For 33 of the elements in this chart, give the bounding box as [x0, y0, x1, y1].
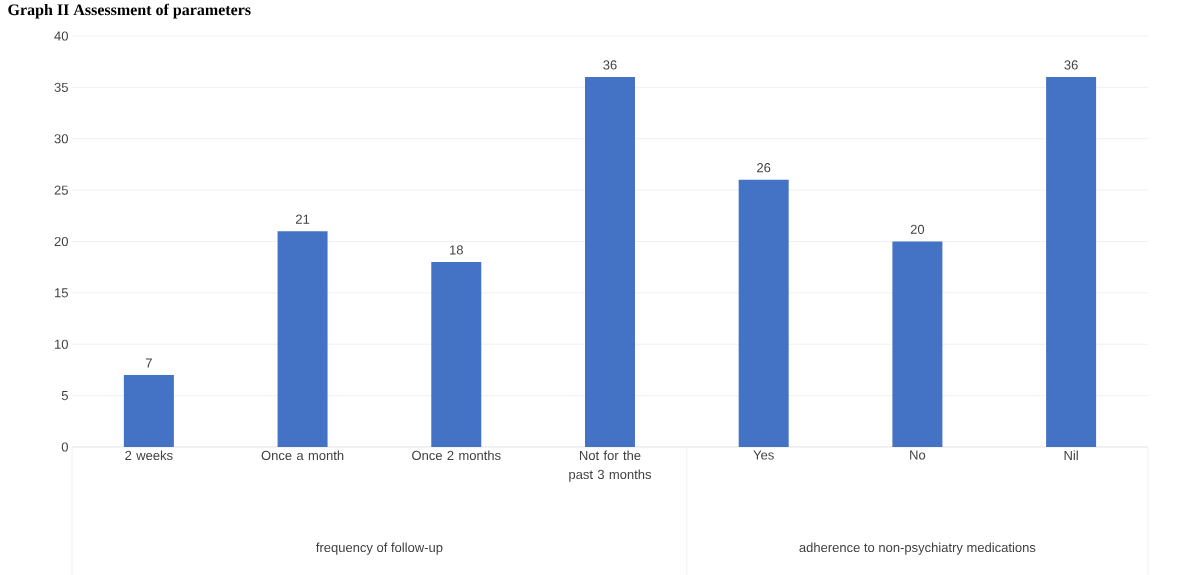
x-tick-label: Nil: [1064, 450, 1078, 460]
y-tick-label: 30: [54, 134, 68, 144]
x-tick-label: 2 weeks: [125, 450, 173, 461]
y-tick-label: 0: [61, 442, 68, 452]
y-tick-label: 40: [54, 31, 68, 41]
y-tick-label: 15: [55, 288, 68, 298]
data-label: 18: [450, 245, 463, 255]
bar: [277, 231, 328, 447]
bar: [1046, 77, 1097, 447]
x-tick-label: Once 2 months: [412, 450, 501, 461]
data-label: 36: [1064, 60, 1078, 70]
bar: [431, 262, 482, 447]
data-label: 20: [910, 224, 925, 234]
y-tick-label: 20: [54, 236, 68, 247]
y-tick-label: 25: [54, 185, 68, 195]
x-tick-label: Once a month: [261, 450, 344, 461]
data-label: 21: [296, 214, 310, 224]
x-tick-label: No: [910, 450, 926, 460]
data-label: 36: [603, 60, 617, 70]
y-tick-label: 10: [55, 339, 68, 349]
y-tick-label: 35: [54, 82, 68, 92]
chart-title: Graph II Assessment of parameters: [8, 3, 251, 19]
y-tick-label: 5: [61, 391, 68, 401]
bar: [738, 179, 789, 447]
x-tick-label: Yes: [753, 450, 774, 460]
data-label: 26: [757, 163, 771, 173]
x-tick-label: Not for the past 3 months: [569, 450, 652, 482]
bar: [892, 241, 943, 447]
text: frequency of follow-up: [316, 542, 443, 555]
bar: [584, 77, 635, 447]
bar: [123, 375, 174, 447]
data-label: 7: [145, 358, 152, 368]
text: adherence to non-psychiatry medications: [799, 542, 1036, 555]
